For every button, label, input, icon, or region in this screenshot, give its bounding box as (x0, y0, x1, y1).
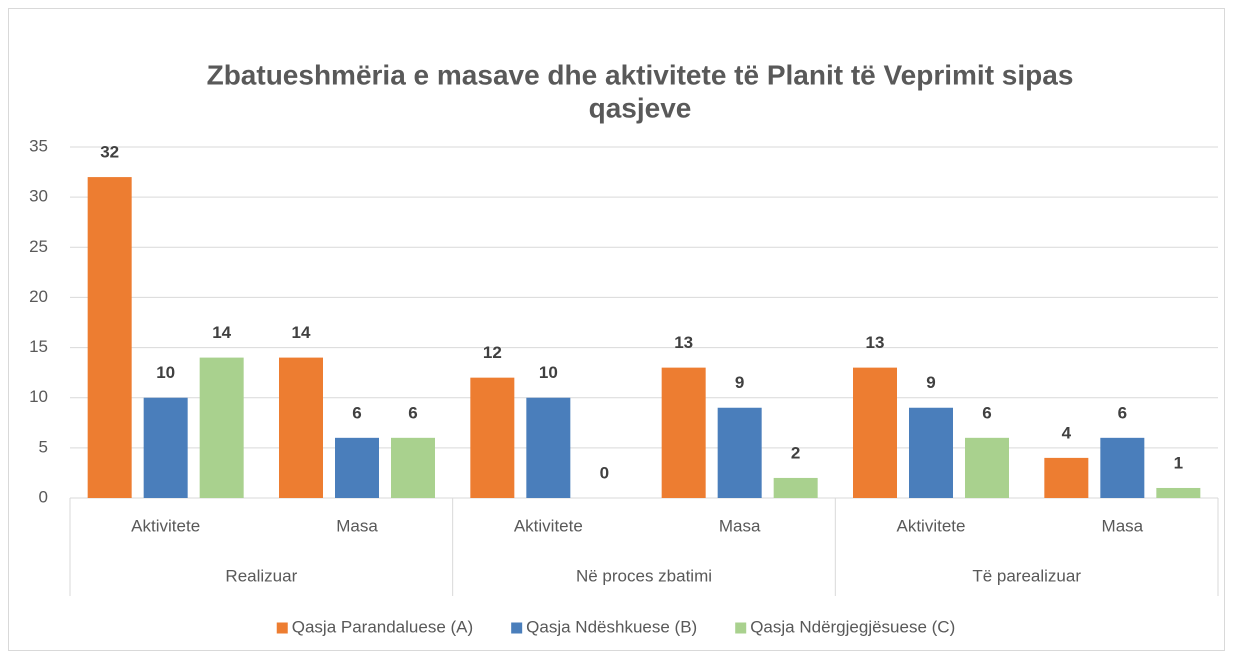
bar (279, 357, 323, 498)
bar (391, 437, 435, 498)
value-label: 6 (408, 403, 417, 422)
x-tick-label: Aktivitete (897, 516, 966, 535)
bar (143, 397, 188, 498)
x-tick-label: Aktivitete (131, 516, 200, 535)
value-label: 6 (982, 403, 991, 422)
x-tick-label: Masa (336, 516, 378, 535)
x-tick-label: Masa (719, 516, 761, 535)
value-label: 14 (212, 323, 231, 342)
x-tick-label: Masa (1102, 516, 1144, 535)
legend-label: Qasja Parandaluese (A) (292, 617, 473, 636)
legend-label: Qasja Ndëshkuese (B) (526, 617, 697, 636)
chart-border (8, 8, 1225, 651)
value-label: 10 (156, 363, 175, 382)
bar (965, 437, 1009, 498)
bar (526, 397, 571, 498)
value-label: 10 (539, 363, 558, 382)
x-tick-label: Aktivitete (514, 516, 583, 535)
group-label: Realizuar (225, 566, 297, 585)
y-tick-label: 15 (29, 337, 48, 356)
value-label: 13 (674, 333, 693, 352)
chart-title: Zbatueshmëria e masave dhe aktivitete të… (207, 59, 1074, 90)
bar (909, 407, 953, 498)
value-label: 9 (926, 373, 935, 392)
value-label: 12 (483, 343, 502, 362)
group-label: Të parealizuar (972, 566, 1081, 585)
bar (470, 377, 515, 498)
value-label: 0 (600, 463, 609, 482)
y-tick-label: 35 (29, 136, 48, 155)
bar (773, 477, 818, 498)
bar (1100, 437, 1145, 498)
legend-swatch (276, 622, 288, 634)
bar (1156, 487, 1201, 498)
legend-swatch (735, 622, 747, 634)
y-tick-label: 20 (29, 287, 48, 306)
value-label: 13 (866, 333, 885, 352)
chart-title: qasjeve (589, 92, 692, 123)
y-tick-label: 5 (39, 437, 48, 456)
bar (87, 177, 132, 499)
bar (199, 357, 244, 498)
value-label: 6 (352, 403, 361, 422)
y-tick-label: 25 (29, 237, 48, 256)
bar (853, 367, 897, 498)
bar (661, 367, 706, 498)
legend-label: Qasja Ndërgjegjësuese (C) (750, 617, 955, 636)
group-label: Në proces zbatimi (576, 566, 712, 585)
value-label: 9 (735, 373, 744, 392)
bar (1044, 457, 1089, 498)
value-label: 32 (100, 143, 119, 162)
value-label: 2 (791, 443, 800, 462)
legend-swatch (511, 622, 523, 634)
value-label: 6 (1118, 403, 1127, 422)
y-tick-label: 10 (29, 387, 48, 406)
value-label: 14 (292, 323, 311, 342)
y-tick-label: 30 (29, 187, 48, 206)
value-label: 4 (1062, 423, 1072, 442)
value-label: 1 (1174, 453, 1183, 472)
bar (335, 437, 379, 498)
y-tick-label: 0 (39, 487, 48, 506)
bar (717, 407, 762, 498)
